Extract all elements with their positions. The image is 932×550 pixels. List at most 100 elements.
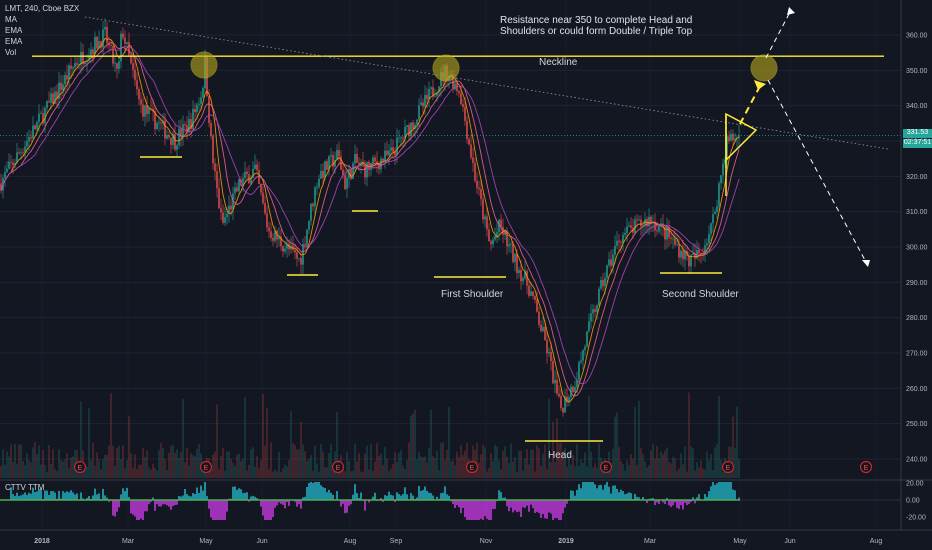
volume-bar — [556, 418, 558, 478]
volume-bar — [558, 443, 560, 478]
candle-body — [306, 229, 308, 246]
candle-body — [310, 203, 312, 221]
osc-bar — [294, 500, 296, 502]
osc-bar — [242, 493, 244, 500]
candle-body — [118, 61, 120, 69]
candle-body — [8, 161, 10, 169]
osc-bar — [80, 492, 82, 500]
candle-body — [540, 324, 542, 332]
indicator-ma[interactable]: MA — [5, 15, 17, 24]
osc-bar — [68, 492, 70, 500]
candle-body — [692, 253, 694, 256]
indicator-volume[interactable]: Vol — [5, 48, 17, 57]
osc-bar — [634, 493, 636, 500]
osc-bar — [452, 500, 454, 504]
candle-body — [196, 104, 198, 113]
volume-bar — [2, 449, 4, 478]
volume-bar — [72, 456, 74, 478]
volume-bar — [656, 445, 658, 478]
volume-bar — [722, 471, 724, 478]
symbol-title[interactable]: LMT, 240, Cboe BZX — [5, 4, 80, 13]
osc-bar — [402, 494, 404, 500]
candle-body — [122, 33, 124, 38]
candle-body — [526, 271, 528, 286]
volume-bar — [244, 397, 246, 478]
volume-bar — [332, 463, 334, 478]
candle-body — [218, 188, 220, 209]
volume-bar — [382, 464, 384, 478]
volume-bar — [96, 452, 98, 478]
volume-bar — [276, 471, 278, 478]
candle-body — [226, 213, 228, 218]
volume-bar — [80, 401, 82, 478]
volume-bar — [246, 470, 248, 478]
candle-body — [66, 75, 68, 80]
osc-bar — [406, 494, 408, 500]
volume-bar — [616, 412, 618, 478]
osc-bar — [638, 497, 640, 500]
osc-bar — [262, 500, 264, 516]
candle-body — [94, 36, 96, 55]
osc-bar — [396, 492, 398, 500]
osc-bar — [574, 495, 576, 500]
oscillator-label[interactable]: CTTV TTM — [5, 483, 45, 492]
y-tick-label: 360.00 — [906, 33, 928, 40]
candle-body — [36, 121, 38, 130]
candle-body — [680, 250, 682, 258]
osc-bar — [642, 496, 644, 500]
time-axis[interactable]: 2018 Mar May Jun Aug Sep Nov 2019 Mar May Jun Aug — [34, 538, 882, 545]
volume-bar — [36, 454, 38, 478]
candle-body — [128, 42, 130, 55]
price-axis[interactable]: 240.00 250.00 260.00 270.00 280.00 290.00 300.… — [900, 0, 928, 530]
osc-bar — [490, 500, 492, 520]
volume-bar — [404, 469, 406, 478]
volume-bar — [412, 413, 414, 478]
candle-body — [62, 84, 64, 91]
osc-bar — [172, 500, 174, 507]
osc-bar — [446, 494, 448, 500]
osc-bar — [722, 482, 724, 500]
osc-bar — [384, 495, 386, 500]
candle-body — [214, 163, 216, 172]
volume-bar — [476, 442, 478, 478]
osc-bar — [286, 500, 288, 502]
volume-bar — [648, 465, 650, 478]
volume-bar — [0, 465, 2, 478]
osc-bar — [182, 495, 184, 500]
candle-body — [688, 255, 690, 267]
volume-bar — [90, 460, 92, 478]
osc-bar — [630, 493, 632, 500]
volume-bar — [180, 451, 182, 478]
volume-bar — [710, 453, 712, 478]
volume-bar — [56, 470, 58, 478]
indicator-ema-1[interactable]: EMA — [5, 26, 23, 35]
osc-bar — [686, 500, 688, 506]
volume-bar — [316, 463, 318, 478]
osc-bar — [138, 500, 140, 520]
volume-bar — [626, 460, 628, 478]
x-tick-label: Aug — [344, 538, 357, 545]
annotation-drawings — [0, 7, 901, 442]
osc-bar — [94, 488, 96, 500]
indicator-ema-2[interactable]: EMA — [5, 37, 23, 46]
candle-body — [712, 214, 714, 224]
volume-bar — [410, 415, 412, 478]
volume-bar — [366, 445, 368, 478]
candle-body — [594, 309, 596, 312]
osc-bar — [12, 494, 14, 500]
osc-bar — [704, 494, 706, 500]
volume-bar — [66, 453, 68, 478]
volume-bar — [536, 445, 538, 478]
osc-bar — [298, 500, 300, 504]
osc-bar — [468, 500, 470, 520]
candle-body — [426, 94, 428, 100]
osc-bar — [248, 500, 250, 502]
candle-body — [356, 153, 358, 163]
volume-bar — [22, 461, 24, 478]
volume-bar — [210, 468, 212, 478]
volume-bar — [290, 411, 292, 478]
osc-bar — [148, 500, 150, 505]
volume-bar — [360, 471, 362, 478]
osc-bar — [666, 497, 668, 500]
